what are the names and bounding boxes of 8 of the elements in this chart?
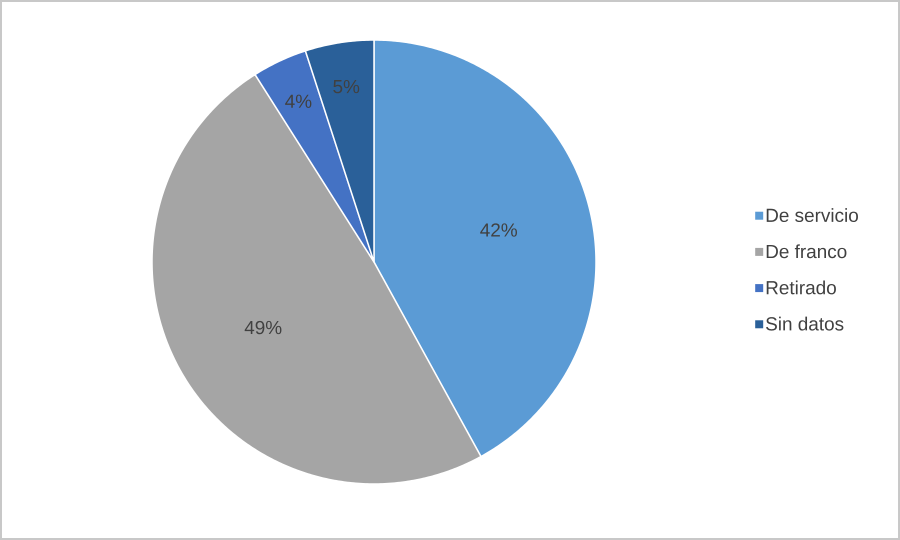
legend-label: De franco [766, 244, 846, 258]
data-label: 4% [285, 94, 312, 108]
legend-label: Retirado [766, 280, 836, 294]
legend-label: De servicio [766, 208, 858, 222]
data-label: 5% [333, 80, 360, 94]
legend-label: Sin datos [766, 316, 844, 331]
data-label: 42% [480, 223, 517, 237]
data-label: 49% [244, 320, 282, 334]
